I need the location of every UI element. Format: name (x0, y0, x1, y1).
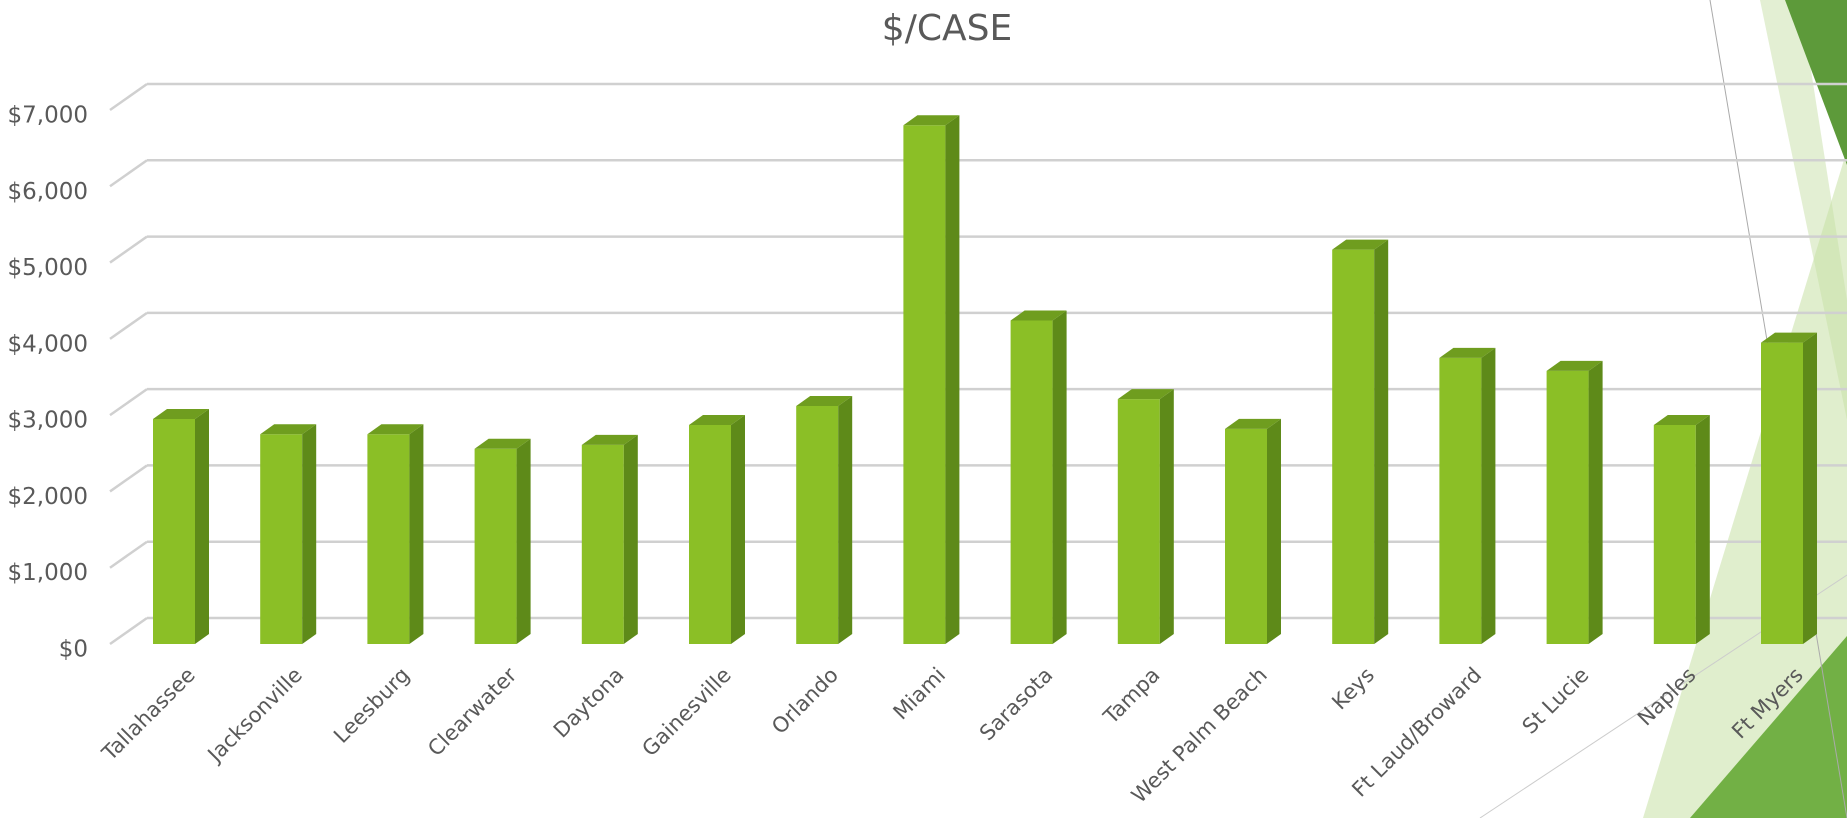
bar-top (367, 424, 424, 435)
bar-top (689, 415, 745, 426)
x-tick-label: Jacksonville (202, 663, 307, 768)
bar-top (1332, 239, 1389, 250)
bar (474, 438, 531, 644)
bar (1332, 239, 1389, 645)
decor-shape (1690, 636, 1847, 818)
bar-top (796, 395, 853, 406)
bar-side (945, 115, 960, 644)
grid-line (109, 311, 148, 340)
x-tick-label: Orlando (767, 663, 843, 739)
x-tick-label: Sarasota (975, 663, 1057, 745)
bar-top (474, 438, 531, 449)
x-tick-label: Tallahassee (97, 663, 200, 766)
bar (1439, 347, 1496, 644)
grid-line (109, 235, 148, 264)
bar (1010, 310, 1067, 644)
x-tick-label: Daytona (549, 663, 629, 743)
bar-side (1803, 332, 1817, 644)
bar-top (1439, 347, 1496, 358)
y-tick-label: $3,000 (8, 408, 88, 434)
grid-line (109, 540, 148, 569)
bar-front (1117, 399, 1160, 644)
y-tick-label: $2,000 (8, 484, 88, 510)
bar-side (1159, 389, 1174, 644)
bar (796, 395, 853, 644)
bar (581, 434, 638, 644)
chart-title: $/CASE (882, 8, 1012, 49)
bar (153, 408, 209, 644)
bar-top (1546, 360, 1603, 371)
bar-front (260, 434, 303, 644)
bar-top (903, 115, 960, 126)
decoration (1479, 0, 1847, 818)
x-tick-label: Clearwater (423, 663, 521, 761)
bar-front (903, 125, 946, 644)
bar-side (1374, 239, 1389, 645)
bar-side (838, 395, 853, 644)
bar-front (153, 418, 195, 644)
x-tick-label: Tampa (1098, 663, 1164, 729)
bar-front (1546, 370, 1589, 644)
bar (367, 424, 424, 644)
bar-side (1052, 310, 1067, 644)
bar-side (302, 424, 317, 644)
bar-side (409, 424, 424, 644)
x-tick-label: St Lucie (1518, 663, 1594, 739)
bar-top (1117, 389, 1174, 400)
x-tick-label: Gainesville (637, 663, 735, 761)
y-tick-label: $7,000 (8, 103, 88, 129)
bar-front (1761, 342, 1803, 644)
x-tick-label: Miami (889, 663, 951, 725)
bar (689, 415, 745, 644)
grid-line (109, 464, 148, 493)
y-tick-label: $1,000 (8, 560, 88, 586)
bar-top (1010, 310, 1067, 321)
y-tick-label: $6,000 (8, 179, 88, 205)
bar-side (1588, 360, 1603, 644)
grid-line (109, 82, 148, 112)
grid-line (109, 388, 148, 417)
y-tick-label: $4,000 (8, 331, 88, 357)
grid-line (109, 616, 148, 646)
bar-front (689, 425, 731, 644)
y-tick-label: $5,000 (8, 255, 88, 281)
decor-shape (1785, 0, 1847, 165)
bar-top (1225, 418, 1281, 429)
bar-side (516, 438, 531, 644)
bar-top (1653, 415, 1710, 426)
bar (1117, 389, 1174, 644)
bar-top (1761, 332, 1817, 343)
bar-side (731, 415, 745, 644)
bar-side (1481, 347, 1496, 644)
bar (260, 424, 317, 644)
bar-front (1439, 357, 1482, 644)
bar (1225, 418, 1281, 644)
bar-top (153, 408, 209, 419)
bar-side (1695, 415, 1710, 644)
bar-top (581, 434, 638, 445)
bar (1653, 415, 1710, 644)
decor-shape (1643, 150, 1847, 818)
bar-top (260, 424, 317, 435)
bar-front (1653, 425, 1696, 644)
bar-side (195, 408, 209, 644)
bar-front (367, 434, 410, 644)
bar-front (1010, 320, 1053, 644)
bar-side (623, 434, 638, 644)
bar (903, 115, 960, 644)
bar-front (1225, 428, 1267, 644)
x-tick-label: Leesburg (329, 663, 414, 748)
bar (1761, 332, 1817, 644)
bar-front (1332, 249, 1375, 645)
bar-front (474, 448, 517, 644)
y-tick-label: $0 (59, 637, 88, 663)
bar-front (581, 444, 624, 644)
bar (1546, 360, 1603, 644)
bar-side (1267, 418, 1281, 644)
grid-line (109, 159, 148, 188)
bar-front (796, 405, 839, 644)
x-tick-label: Keys (1327, 663, 1379, 715)
